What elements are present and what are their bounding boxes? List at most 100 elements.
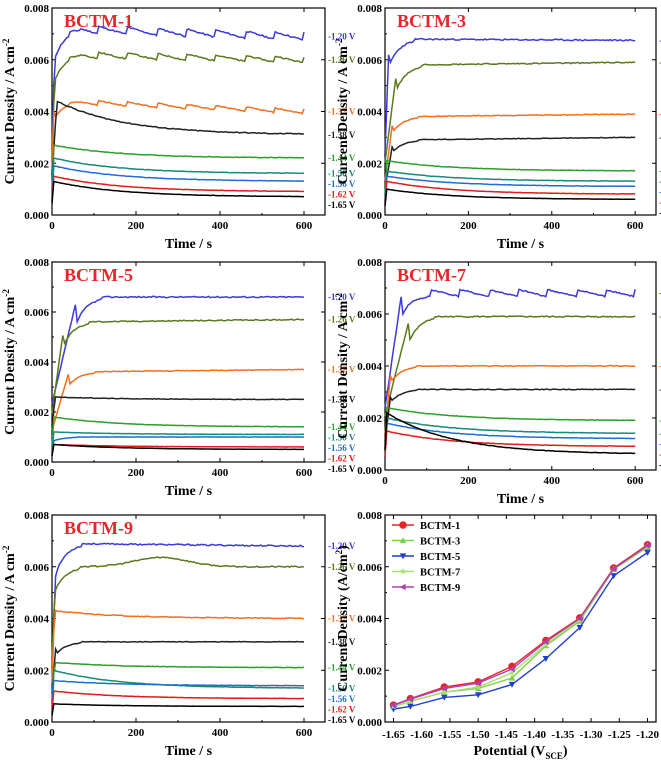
y-tick-label: 0.002: [357, 665, 382, 677]
curve--1.38 V: [384, 388, 636, 442]
y-tick-label: 0.006: [357, 309, 382, 321]
data-point-BCTM-9: [644, 542, 651, 549]
y-tick-label: 0.008: [24, 510, 49, 522]
potential-label: -1.65 V: [328, 200, 356, 210]
y-tick-label: 0.004: [24, 107, 49, 119]
legend-label: BCTM-5: [420, 552, 460, 563]
x-tick-label: 400: [212, 467, 229, 479]
data-point-BCTM-9: [474, 679, 481, 687]
x-tick-label: 400: [544, 475, 561, 487]
curve--1.38 V: [384, 136, 636, 189]
y-tick-label: 0.006: [357, 55, 382, 67]
curve--1.38 V: [51, 640, 305, 695]
potential-label: -1.44 V: [328, 153, 356, 163]
y-tick-label: 0.000: [357, 717, 382, 729]
curve--1.20 V: [384, 288, 636, 408]
potential-label: -1.56 V: [328, 694, 356, 704]
curve--1.20 V: [51, 542, 305, 660]
curve--1.32 V: [384, 364, 636, 434]
data-point-BCTM-9: [610, 565, 617, 573]
x-tick-label: 0: [49, 727, 55, 739]
curve--1.56 V: [384, 175, 636, 202]
potential-label: -1.26 V: [659, 57, 661, 67]
x-tick-label: 400: [212, 727, 229, 739]
chart-panel-3: 0.000 0.002 0.004 0.006 0.008 0 200 400 600 Time …: [1, 257, 356, 499]
legend-marker: [399, 521, 407, 529]
chart-panel-2: 0.000 0.002 0.004 0.006 0.008 0 200 400 600 Time …: [334, 3, 661, 252]
legend-label: BCTM-9: [420, 583, 460, 594]
y-tick-label: 0.000: [24, 210, 49, 222]
potential-label: -1.50 V: [328, 433, 356, 443]
legend-label: BCTM-3: [420, 537, 460, 548]
curve--1.44 V: [51, 661, 305, 702]
x-tick-label: 400: [212, 220, 229, 232]
data-point-BCTM-5: [542, 655, 550, 662]
curve--1.50 V: [384, 417, 636, 452]
x-axis-label: Potential (VSCE): [473, 744, 567, 761]
chart-panel-5: 0.000 0.002 0.004 0.006 0.008 0 200 400 600 Time …: [1, 510, 356, 759]
x-tick-label: -1.65: [382, 729, 405, 741]
curve--1.38 V: [51, 396, 304, 440]
potential-label: -1.38 V: [659, 384, 661, 394]
data-point-BCTM-5: [440, 694, 448, 701]
curve--1.56 V: [51, 165, 304, 199]
chart-panel-6: 0.000 0.002 0.004 0.006 0.008 -1.65 -1.60 -1.55…: [334, 510, 659, 761]
x-tick-label: -1.50: [467, 729, 490, 741]
potential-label: -1.62 V: [328, 454, 356, 464]
legend-marker: [399, 537, 407, 544]
panel-title: BCTM-5: [64, 265, 133, 285]
legend-label: BCTM-1: [420, 521, 460, 532]
y-tick-label: 0.006: [24, 562, 49, 574]
curve--1.32 V: [51, 609, 305, 684]
potential-label: -1.50 V: [328, 169, 356, 179]
curve--1.56 V: [384, 422, 636, 454]
data-point-BCTM-7: [542, 640, 550, 648]
potential-label: -1.20 V: [328, 292, 356, 302]
curve--1.44 V: [51, 144, 304, 191]
y-axis-label: Current Density / A cm-2: [334, 293, 351, 439]
curve--1.65 V: [384, 411, 636, 455]
x-axis-label: Time / s: [497, 492, 545, 507]
curve--1.32 V: [384, 112, 636, 181]
curve--1.50 V: [51, 157, 305, 196]
potential-label: -1.20 V: [659, 35, 661, 45]
x-axis-label: Time / s: [165, 484, 213, 499]
x-tick-label: -1.25: [608, 729, 631, 741]
y-axis-label: Current Density / A cm-2: [1, 289, 18, 435]
y-tick-label: 0.004: [24, 357, 49, 369]
potential-label: -1.62 V: [328, 704, 356, 714]
curve--1.20 V: [51, 295, 305, 405]
curve--1.26 V: [51, 318, 305, 414]
potential-label: -1.38 V: [659, 132, 661, 142]
potential-label: -1.32 V: [328, 614, 356, 624]
potential-label: -1.20 V: [328, 31, 356, 41]
potential-label: -1.62 V: [328, 190, 356, 200]
x-tick-label: 200: [128, 220, 145, 232]
potential-label: -1.20 V: [328, 541, 356, 551]
y-tick-label: 0.008: [24, 257, 49, 269]
y-tick-label: 0.002: [24, 665, 49, 677]
potential-label: -1.20 V: [659, 288, 661, 298]
curve--1.26 V: [51, 51, 305, 160]
y-axis-label: Current Density / A cm-2: [1, 38, 18, 184]
legend: BCTM-1 BCTM-3 BCTM-5 BCTM-7 BCTM-9: [392, 521, 460, 594]
curve--1.62 V: [51, 443, 305, 457]
x-tick-label: 200: [128, 727, 145, 739]
data-point-BCTM-5: [576, 624, 584, 631]
x-tick-label: -1.45: [495, 729, 518, 741]
potential-label: -1.62 V: [659, 450, 661, 460]
potential-label: -1.65 V: [659, 208, 661, 218]
y-tick-label: 0.008: [24, 3, 49, 15]
potential-label: -1.32 V: [659, 109, 661, 119]
x-tick-label: -1.60: [410, 729, 433, 741]
curve--1.62 V: [384, 429, 636, 457]
data-point-BCTM-5: [610, 573, 617, 580]
legend-marker: [399, 567, 407, 575]
curve--1.26 V: [384, 315, 636, 417]
potential-label: -1.56 V: [328, 443, 356, 453]
y-tick-label: 0.004: [357, 614, 382, 626]
potential-label: -1.26 V: [328, 562, 356, 572]
panel-title: BCTM-3: [397, 11, 466, 31]
curve--1.44 V: [384, 159, 636, 197]
potential-label: -1.26 V: [328, 315, 356, 325]
